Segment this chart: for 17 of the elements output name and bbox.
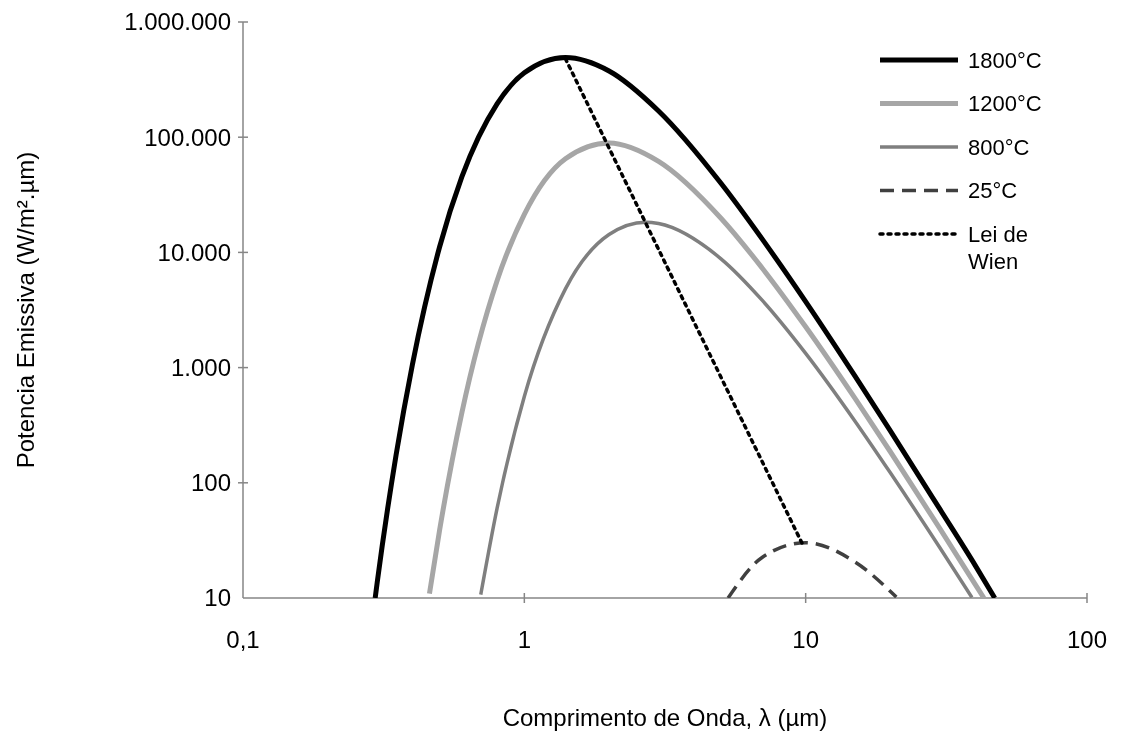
y-tick-label: 10 <box>204 584 231 612</box>
x-tick-label: 100 <box>1066 626 1108 653</box>
y-axis-title: Potencia Emissiva (W/m².µm) <box>12 151 39 469</box>
y-tick-label: 100.000 <box>144 123 231 151</box>
x-tick-label: 10 <box>792 626 820 653</box>
legend-label: 25°C <box>968 178 1018 204</box>
x-axis-title: Comprimento de Onda, λ (µm) <box>502 704 828 731</box>
legend-label: 1800°C <box>968 47 1042 73</box>
legend-label: 1200°C <box>968 91 1042 117</box>
y-tick-label: 1.000.000 <box>124 8 231 36</box>
legend-label: Lei de Wien <box>968 221 1028 275</box>
x-tick-label: 1 <box>517 626 532 653</box>
x-tick-label: 0,1 <box>226 626 260 653</box>
y-tick-label: 10.000 <box>157 238 231 266</box>
legend-label: 800°C <box>968 134 1030 160</box>
y-tick-label: 100 <box>190 469 231 497</box>
y-tick-label: 1.000 <box>170 354 231 381</box>
